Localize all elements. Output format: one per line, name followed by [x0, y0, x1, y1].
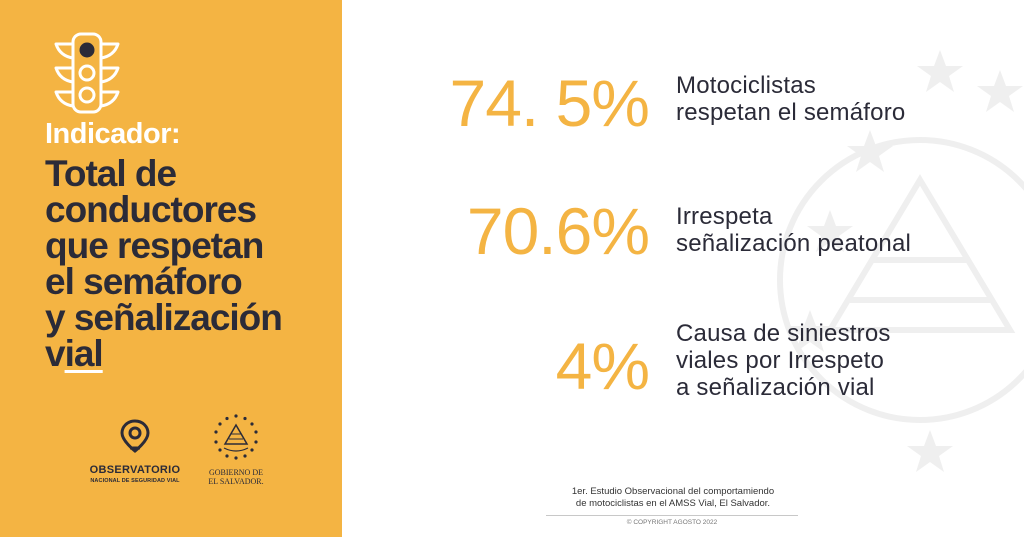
title-line: y señalización — [45, 297, 283, 338]
stat-description-line: viales por Irrespeto — [676, 347, 885, 374]
stat-value: 74. 5% — [449, 66, 650, 140]
stat-description-line: a señalización vial — [676, 374, 875, 401]
stat-value: 70.6% — [466, 194, 650, 268]
coat-of-arms-watermark — [777, 50, 1024, 472]
title-line: que respetan — [45, 225, 264, 266]
stat-description: Motociclistas respetan el semáforo — [676, 72, 905, 126]
stat-description-line: señalización peatonal — [676, 230, 912, 257]
gobierno-line2: EL SALVADOR. — [208, 477, 264, 486]
title-line-last-underlined: ial — [64, 333, 104, 374]
copyright-text: © COPYRIGHT AGOSTO 2022 — [626, 519, 718, 526]
footer-line: 1er. Estudio Observacional del comportam… — [571, 486, 775, 497]
title-line-last: vial — [45, 333, 335, 374]
sidebar-panel: Indicador: Total de conductores que resp… — [0, 0, 342, 537]
stat-description-line: Irrespeta — [676, 203, 773, 230]
observatorio-name: OBSERVATORIO — [89, 464, 181, 476]
observatorio-logo: OBSERVATORIO NACIONAL DE SEGURIDAD VIAL — [70, 418, 200, 484]
gobierno-text: GOBIERNO DE EL SALVADOR. — [200, 468, 272, 486]
stat-description-line: Causa de siniestros — [676, 320, 891, 347]
title-line: Total de — [45, 153, 177, 194]
traffic-light-icon — [54, 32, 120, 114]
location-pin-logo-icon — [120, 419, 150, 453]
footer-divider — [546, 515, 798, 516]
indicator-label: Indicador: — [45, 118, 181, 150]
gobierno-line1: GOBIERNO DE — [209, 468, 263, 477]
page-title: Total de conductores que respetan el sem… — [45, 153, 335, 374]
stat-value: 4% — [555, 329, 650, 403]
gobierno-logo: GOBIERNO DE EL SALVADOR. — [200, 412, 272, 486]
footer-line: de motociclistas en el AMSS Vial, El Sal… — [575, 498, 771, 509]
stat-description-line: respetan el semáforo — [676, 99, 906, 126]
footer-source: 1er. Estudio Observacional del comportam… — [544, 486, 802, 510]
stat-description-line: Motociclistas — [676, 72, 816, 99]
title-line-last-plain: v — [45, 333, 66, 374]
coat-of-arms-icon — [214, 414, 258, 460]
stat-description: Causa de siniestros viales por Irrespeto… — [676, 320, 891, 401]
title-line: el semáforo — [45, 261, 243, 302]
stat-description: Irrespeta señalización peatonal — [676, 203, 911, 257]
observatorio-subname: NACIONAL DE SEGURIDAD VIAL — [90, 478, 180, 484]
title-line: conductores — [45, 189, 257, 230]
